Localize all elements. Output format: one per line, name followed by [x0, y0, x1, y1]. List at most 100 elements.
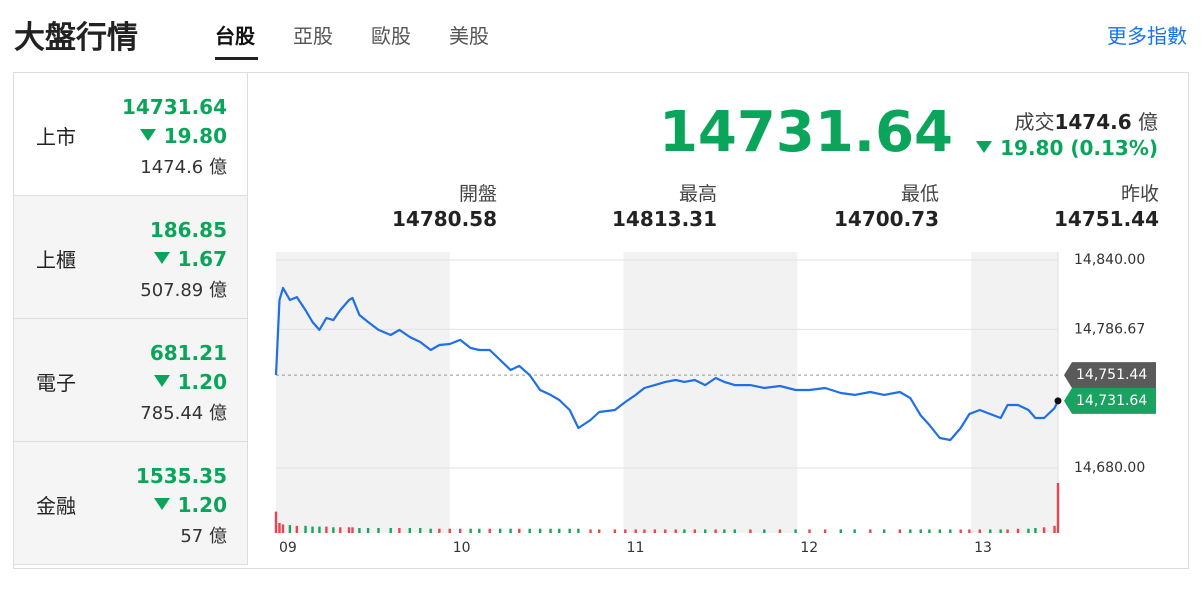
- market-item[interactable]: 上櫃 186.85 1.67 507.89 億: [14, 196, 248, 319]
- market-value: 1535.35: [135, 464, 227, 488]
- tab[interactable]: 美股: [449, 24, 489, 48]
- stat-label: 開盤: [458, 183, 497, 205]
- volume-bar: [589, 529, 592, 533]
- volume-bar: [919, 529, 922, 533]
- volume-bar: [1042, 527, 1046, 533]
- volume-bar: [278, 523, 281, 533]
- volume-bar: [683, 529, 686, 533]
- stat-value: 14751.44: [1053, 207, 1159, 231]
- down-triangle: [153, 375, 170, 387]
- last_tag-label: 14,731.64: [1076, 393, 1147, 409]
- volume-bar: [978, 529, 981, 533]
- panel: [13, 72, 1189, 569]
- volume-bar: [549, 528, 552, 533]
- volume-bar: [624, 529, 627, 533]
- market-volume: 785.44 億: [140, 403, 227, 424]
- x-tick-label: 11: [627, 540, 645, 556]
- volume-bar: [853, 529, 856, 533]
- y-tick-label: 14,680.00: [1074, 460, 1145, 476]
- volume-bar: [839, 529, 842, 533]
- volume-bar: [869, 529, 872, 533]
- volume-bar: [1056, 483, 1060, 533]
- volume-bar: [311, 526, 314, 533]
- prev_close_tag-label: 14,751.44: [1076, 367, 1147, 383]
- stat-value: 14813.31: [611, 207, 717, 231]
- volume-bar: [351, 527, 354, 533]
- volume-bar: [538, 528, 542, 533]
- volume-bar: [989, 529, 992, 533]
- y-tick-label: 14,840.00: [1074, 252, 1145, 268]
- volume-bar: [488, 528, 491, 533]
- volume-bar: [968, 529, 971, 533]
- volume-bar: [949, 529, 952, 533]
- volume-bar: [274, 511, 278, 533]
- down-triangle: [153, 252, 170, 264]
- market-volume: 57 億: [180, 526, 227, 547]
- tab[interactable]: 台股: [215, 24, 255, 48]
- tab[interactable]: 亞股: [293, 24, 333, 48]
- main-price: 14731.64: [658, 100, 953, 165]
- stat-label: 昨收: [1120, 183, 1159, 205]
- last_tag-bg: [1064, 387, 1156, 414]
- volume-bar: [1027, 528, 1030, 533]
- volume-bar: [332, 527, 335, 533]
- stat-value: 14780.58: [391, 207, 497, 231]
- market-value: 186.85: [149, 218, 227, 242]
- volume-bar: [778, 529, 782, 533]
- down-triangle: [976, 141, 993, 153]
- market-item[interactable]: 電子 681.21 1.20 785.44 億: [14, 319, 248, 442]
- volume-bar: [898, 529, 902, 533]
- volume-bar: [459, 528, 462, 533]
- volume-bar: [1016, 528, 1020, 533]
- change-text: 19.80: [163, 124, 227, 148]
- volume-bar: [288, 525, 292, 533]
- volume-unit: 億: [1138, 110, 1158, 134]
- volume-bar: [598, 529, 601, 533]
- volume-bar: [664, 529, 667, 533]
- volume-bar: [528, 528, 531, 533]
- volume-bar: [318, 526, 321, 533]
- market-volume: 1474.6 億: [140, 157, 227, 178]
- volume-bar: [304, 525, 307, 533]
- market-name: 上櫃: [36, 248, 76, 272]
- volume-bar: [408, 528, 412, 533]
- volume-bar: [714, 529, 717, 533]
- session-band: [971, 252, 1058, 533]
- volume-bar: [808, 529, 811, 533]
- volume-bar: [653, 529, 657, 533]
- market-name: 金融: [36, 494, 76, 518]
- more-link[interactable]: 更多指數: [1107, 24, 1187, 48]
- x-tick-label: 10: [453, 540, 471, 556]
- volume-value: 1474.6: [1054, 110, 1132, 134]
- volume-bar: [763, 529, 766, 533]
- volume-bar: [438, 528, 441, 533]
- last-dot: [1054, 397, 1062, 405]
- price-line: [274, 286, 1059, 442]
- page-title: 大盤行情: [14, 20, 138, 56]
- volume-bar: [1034, 528, 1037, 533]
- market-item[interactable]: 金融 1535.35 1.20 57 億: [14, 442, 248, 565]
- volume-bar: [366, 528, 370, 533]
- volume-label: 成交: [1014, 110, 1055, 134]
- stat-label: 最高: [678, 183, 717, 205]
- volume-bar: [1053, 525, 1056, 533]
- volume-bar: [281, 524, 285, 533]
- prev_close_tag-bg: [1064, 362, 1156, 389]
- volume-bar: [518, 528, 521, 533]
- change-text: 1.67: [177, 247, 227, 271]
- main-change: 19.80 (0.13%): [976, 136, 1158, 160]
- volume-bar: [749, 529, 752, 533]
- volume-bar: [295, 525, 299, 533]
- volume-bar: [959, 529, 962, 533]
- volume-bar: [723, 529, 726, 533]
- tab-underline: [215, 57, 258, 60]
- volume-bar: [498, 528, 502, 533]
- volume-bar: [558, 528, 561, 533]
- market-change: 1.20: [153, 370, 227, 394]
- market-item[interactable]: 上市 14731.64 19.80 1474.6 億: [14, 73, 248, 196]
- volume-bar: [794, 529, 797, 533]
- tab[interactable]: 歐股: [371, 24, 411, 48]
- x-tick-label: 12: [800, 540, 818, 556]
- volume-bar: [1006, 529, 1009, 533]
- market-name: 電子: [36, 371, 76, 395]
